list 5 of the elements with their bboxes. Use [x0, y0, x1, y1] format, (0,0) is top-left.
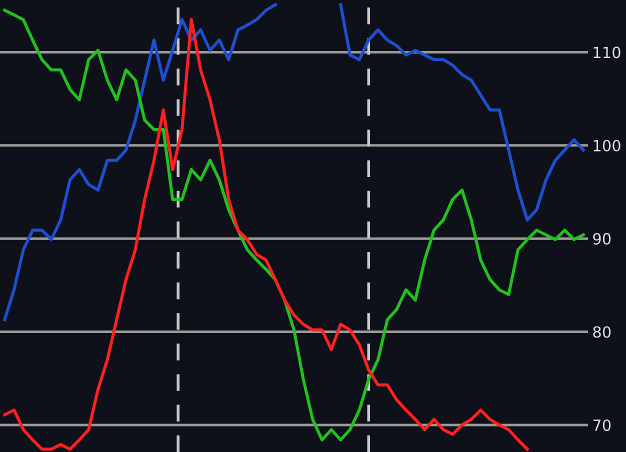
y-tick-label: 110: [594, 46, 620, 58]
y-tick-label: 70: [593, 419, 611, 431]
y-tick-label: 80: [593, 326, 611, 338]
y-tick-label: 90: [593, 233, 611, 245]
y-tick-label: 100: [594, 140, 620, 152]
